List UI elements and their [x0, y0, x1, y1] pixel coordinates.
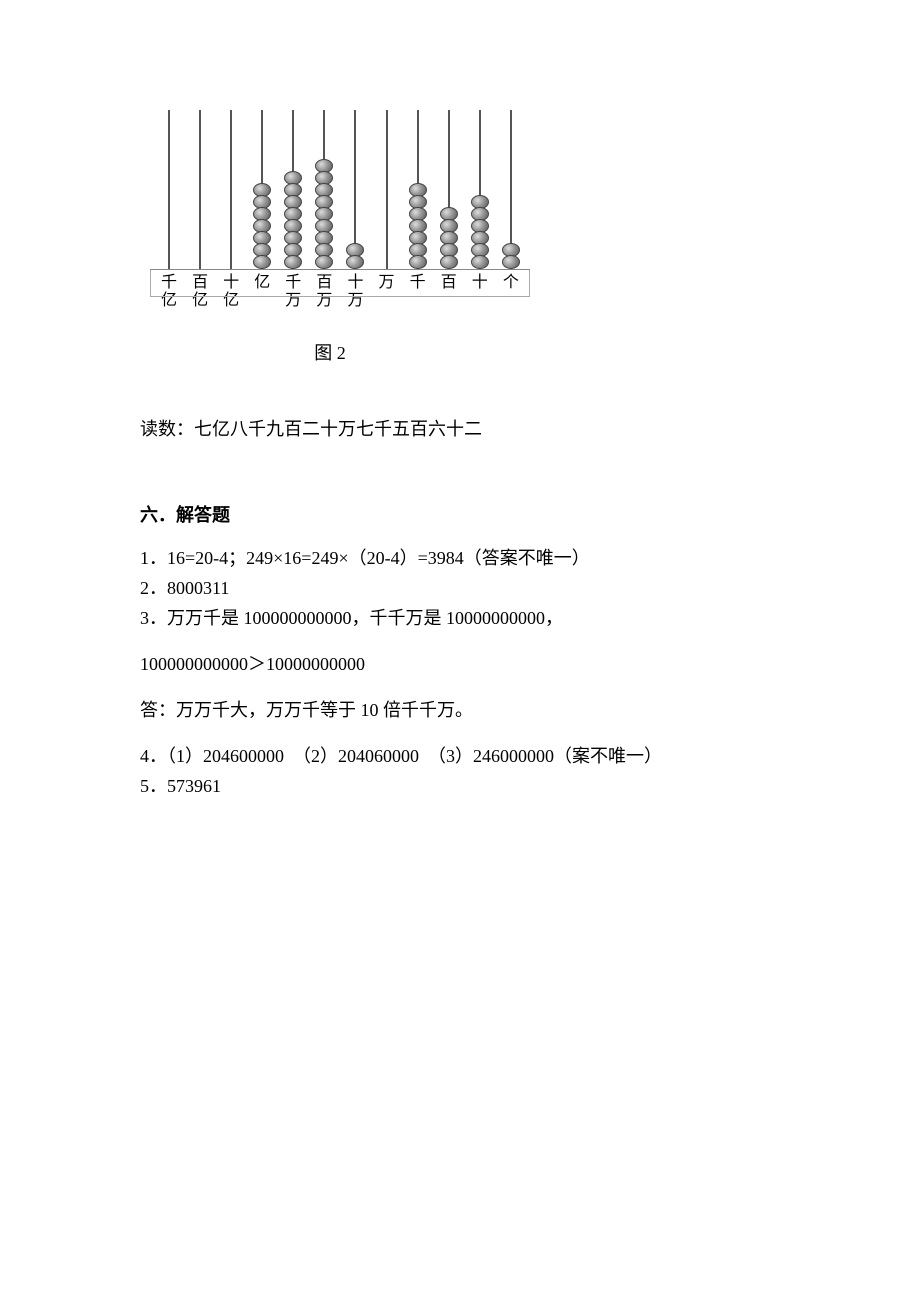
abacus-rod — [469, 110, 491, 269]
abacus-rod — [438, 110, 460, 269]
abacus-bead-stack — [220, 110, 242, 269]
abacus-bead-stack — [189, 110, 211, 269]
abacus-bead-stack — [282, 110, 304, 269]
abacus-rod — [500, 110, 522, 269]
abacus-rod — [220, 110, 242, 269]
figure-caption: 图 2 — [140, 339, 520, 365]
abacus-bead-stack — [344, 110, 366, 269]
abacus-bead-stack — [407, 110, 429, 269]
abacus-rod — [251, 110, 273, 269]
abacus-bead-stack — [313, 110, 335, 269]
abacus-rod — [189, 110, 211, 269]
abacus-bead-stack — [500, 110, 522, 269]
abacus-bead — [346, 255, 364, 269]
abacus-bead — [502, 255, 520, 269]
abacus-rod — [158, 110, 180, 269]
abacus-bead-stack — [438, 110, 460, 269]
abacus-bead — [315, 255, 333, 269]
reading-text: 七亿八千九百二十万七千五百六十二 — [194, 419, 482, 439]
abacus-rod — [344, 110, 366, 269]
abacus-bead — [440, 255, 458, 269]
answer-q3-b: 100000000000＞10000000000 — [140, 651, 780, 679]
answer-q4: 4．（1）204600000 （2）204060000 （3）246000000… — [140, 743, 780, 771]
abacus-bead — [284, 255, 302, 269]
abacus-rod — [313, 110, 335, 269]
answer-q1: 1．16=20-4；249×16=249×（20-4）=3984（答案不唯一） — [140, 545, 780, 573]
abacus-bead — [409, 255, 427, 269]
answer-q3-c: 答：万万千大，万万千等于 10 倍千千万。 — [140, 697, 780, 725]
abacus-bead-stack — [469, 110, 491, 269]
abacus-rod — [282, 110, 304, 269]
abacus-figure: 千亿百亿十亿亿千万百万十万万千百十个 图 2 — [150, 110, 530, 365]
abacus-bead-stack — [376, 110, 398, 269]
section-6-title: 六．解答题 — [140, 501, 780, 527]
abacus-bead — [471, 255, 489, 269]
answer-q5: 5．573961 — [140, 773, 780, 801]
abacus-bead-stack — [251, 110, 273, 269]
reading-line: 读数：七亿八千九百二十万七千五百六十二 — [140, 415, 780, 441]
answer-q2: 2．8000311 — [140, 575, 780, 603]
abacus-bead-stack — [158, 110, 180, 269]
reading-label: 读数： — [140, 419, 194, 439]
answer-q3-a: 3．万万千是 100000000000，千千万是 10000000000， — [140, 605, 780, 633]
abacus-rod — [407, 110, 429, 269]
abacus-bead — [253, 255, 271, 269]
page-root: 千亿百亿十亿亿千万百万十万万千百十个 图 2 读数：七亿八千九百二十万七千五百六… — [0, 0, 920, 1302]
abacus-rod — [376, 110, 398, 269]
abacus-rods — [150, 110, 530, 270]
